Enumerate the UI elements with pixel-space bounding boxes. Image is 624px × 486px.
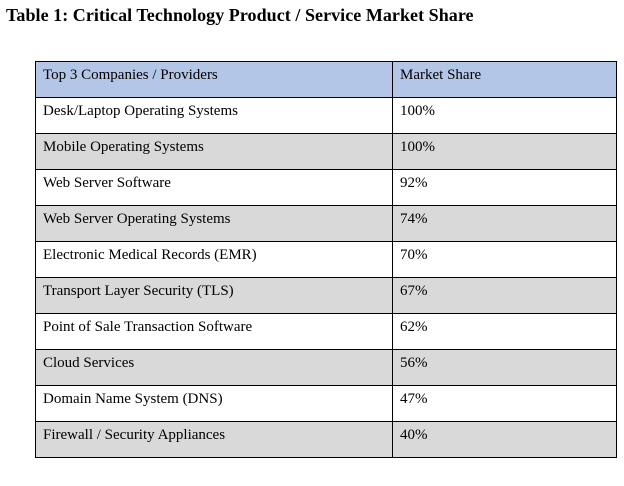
row-category: Mobile Operating Systems [35, 133, 393, 170]
table-row: Domain Name System (DNS) 47% [35, 385, 617, 422]
row-market-share: 62% [392, 313, 617, 350]
table-row: Web Server Software 92% [35, 169, 617, 206]
header-companies: Top 3 Companies / Providers [35, 61, 393, 98]
table-row: Electronic Medical Records (EMR) 70% [35, 241, 617, 278]
header-market-share: Market Share [392, 61, 617, 98]
row-market-share: 100% [392, 97, 617, 134]
row-category: Domain Name System (DNS) [35, 385, 393, 422]
table-row: Transport Layer Security (TLS) 67% [35, 277, 617, 314]
row-market-share: 47% [392, 385, 617, 422]
row-category: Cloud Services [35, 349, 393, 386]
table-caption: Table 1: Critical Technology Product / S… [6, 5, 474, 25]
table-row: Web Server Operating Systems 74% [35, 205, 617, 242]
row-market-share: 40% [392, 421, 617, 458]
row-category: Web Server Software [35, 169, 393, 206]
table-row: Desk/Laptop Operating Systems 100% [35, 97, 617, 134]
row-market-share: 74% [392, 205, 617, 242]
row-category: Firewall / Security Appliances [35, 421, 393, 458]
table-row: Mobile Operating Systems 100% [35, 133, 617, 170]
table-row: Firewall / Security Appliances 40% [35, 421, 617, 458]
row-market-share: 56% [392, 349, 617, 386]
table-header-row: Top 3 Companies / Providers Market Share [35, 61, 617, 98]
row-market-share: 70% [392, 241, 617, 278]
table-row: Cloud Services 56% [35, 349, 617, 386]
row-category: Web Server Operating Systems [35, 205, 393, 242]
row-market-share: 92% [392, 169, 617, 206]
row-market-share: 67% [392, 277, 617, 314]
table-row: Point of Sale Transaction Software 62% [35, 313, 617, 350]
market-share-table: Top 3 Companies / Providers Market Share… [35, 61, 617, 458]
row-market-share: 100% [392, 133, 617, 170]
row-category: Desk/Laptop Operating Systems [35, 97, 393, 134]
row-category: Transport Layer Security (TLS) [35, 277, 393, 314]
row-category: Electronic Medical Records (EMR) [35, 241, 393, 278]
row-category: Point of Sale Transaction Software [35, 313, 393, 350]
